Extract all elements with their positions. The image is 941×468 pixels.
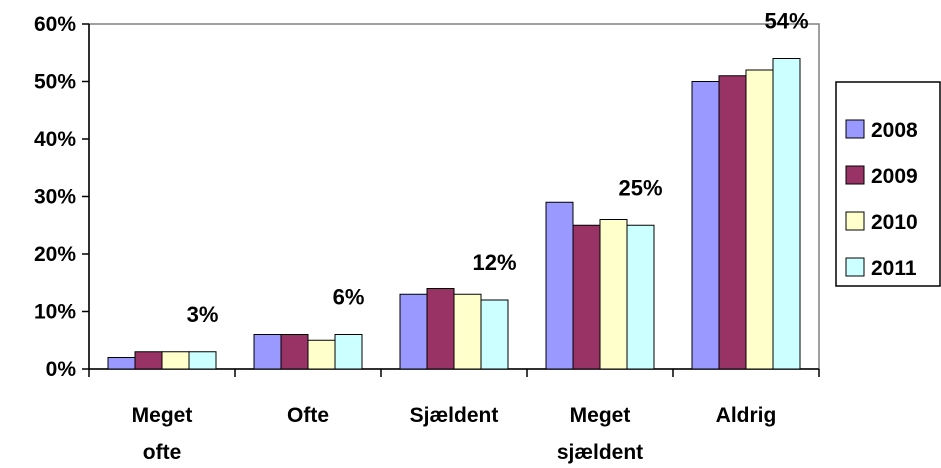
bar-2008-3 [546,202,573,369]
bar-2008-4 [692,82,719,370]
y-tick-label: 10% [34,301,76,324]
bar-2010-4 [746,70,773,369]
y-tick-label: 30% [34,186,76,209]
data-label: 54% [764,9,808,34]
legend-swatch-2010 [846,212,864,230]
legend: 2008 2009 2010 2011 [836,82,940,286]
bar-2011-1 [335,335,362,370]
bar-2009-4 [719,76,746,369]
legend-label-2009: 2009 [871,165,918,188]
x-category-label: Ofte [287,404,329,427]
x-category-label: Meget sjældent [557,404,643,464]
bar-2010-0 [162,352,189,369]
y-tick-label: 20% [34,243,76,266]
legend-swatch-2011 [846,258,864,276]
legend-label-2011: 2011 [871,257,917,280]
plot-area: 0% 10% 20% 30% 40% 50% 60% 3% Meget ofte 6% Ofte 12%… [34,9,819,465]
bar-2011-2 [481,300,508,369]
legend-swatch-2008 [846,120,864,138]
legend-label-2008: 2008 [871,119,918,142]
bar-2008-2 [400,294,427,369]
y-tick-label: 0% [46,358,77,381]
bar-2008-1 [254,335,281,370]
legend-label-2010: 2010 [871,211,918,234]
bar-2009-1 [281,335,308,370]
data-label: 12% [472,250,516,275]
bar-2009-0 [135,352,162,369]
x-category-label: Meget ofte [132,404,193,464]
data-label: 3% [187,302,219,327]
bar-2010-3 [600,220,627,370]
bar-2009-3 [573,225,600,369]
bar-2010-1 [308,340,335,369]
legend-swatch-2009 [846,166,864,184]
bar-2011-0 [189,352,216,369]
y-tick-label: 60% [34,13,76,36]
data-label: 25% [618,175,662,200]
bar-2009-2 [427,289,454,370]
bar-2011-4 [773,59,800,370]
bar-2008-0 [108,358,135,370]
y-tick-label: 50% [34,71,76,94]
bar-2010-2 [454,294,481,369]
x-category-label: Aldrig [716,404,777,427]
x-category-label: Sjældent [410,404,499,427]
data-label: 6% [333,285,365,310]
y-tick-label: 40% [34,128,76,151]
bar-2011-3 [627,225,654,369]
